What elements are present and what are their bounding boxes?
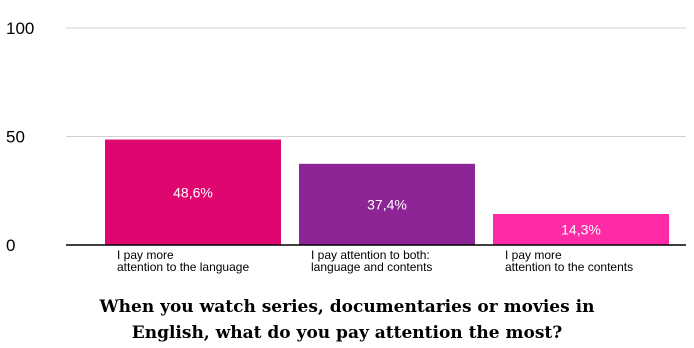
x-tick-label-line: I pay more xyxy=(505,248,562,262)
data-label: 37,4% xyxy=(367,196,407,212)
y-tick-label: 50 xyxy=(6,128,25,147)
x-tick-label-line: I pay more xyxy=(117,248,174,262)
bar xyxy=(299,163,475,245)
y-tick-label: 100 xyxy=(6,19,34,38)
chart-title: When you watch series, documentaries or … xyxy=(99,297,595,343)
x-tick-label: I pay more attention to the language xyxy=(117,248,249,274)
bar xyxy=(105,139,281,245)
x-tick-label-line: I pay attention to both: xyxy=(311,248,430,262)
data-label: 48,6% xyxy=(173,184,213,200)
x-tick-label-line: attention to the language xyxy=(117,260,249,274)
data-label: 14,3% xyxy=(561,221,601,237)
x-tick-label: I pay attention to both: language and con… xyxy=(311,248,432,274)
x-tick-label-line: language and contents xyxy=(311,260,432,274)
y-tick-label: 0 xyxy=(6,236,15,255)
bar xyxy=(493,213,669,245)
x-tick-label-line: attention to the contents xyxy=(505,260,633,274)
x-tick-label: I pay more attention to the contents xyxy=(505,248,633,274)
